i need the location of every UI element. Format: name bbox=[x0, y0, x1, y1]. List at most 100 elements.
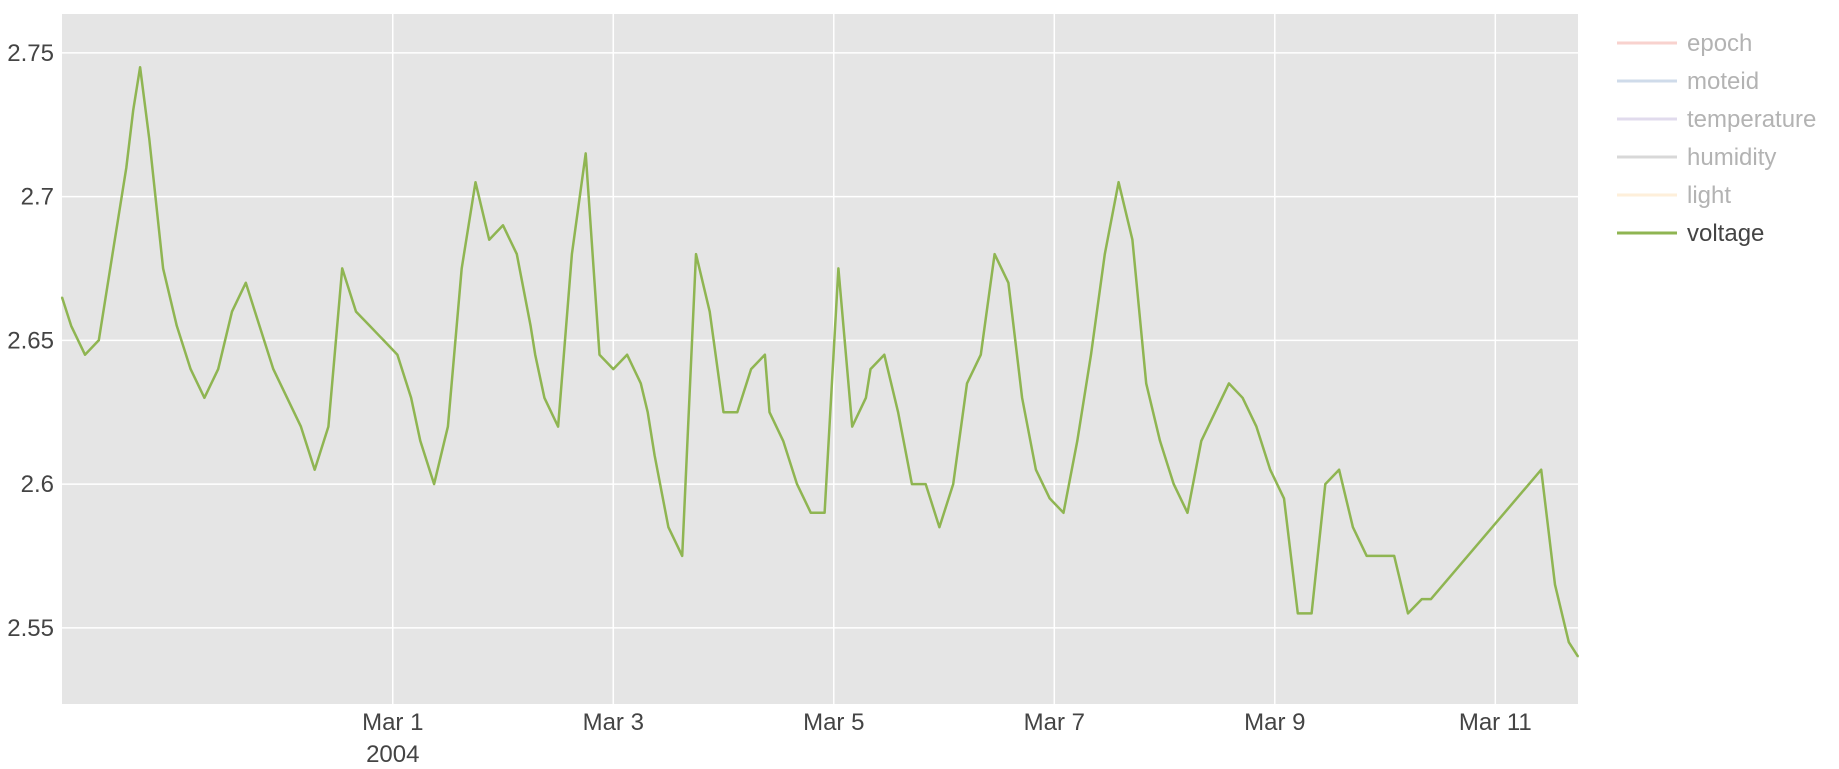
legend-label: light bbox=[1687, 182, 1731, 209]
series-point bbox=[148, 138, 151, 140]
series-point bbox=[722, 411, 725, 413]
series-point bbox=[516, 253, 518, 255]
series-point bbox=[382, 339, 385, 342]
series-point bbox=[883, 353, 886, 356]
y-tick-label: 2.75 bbox=[7, 40, 54, 67]
series-point bbox=[313, 468, 316, 471]
legend-item-light[interactable]: light bbox=[1617, 182, 1731, 209]
series-point bbox=[810, 512, 812, 514]
series-point bbox=[217, 368, 219, 370]
series-point bbox=[176, 325, 178, 327]
series-point bbox=[851, 425, 853, 428]
series-point bbox=[543, 397, 546, 399]
series-point bbox=[653, 454, 656, 457]
series-point bbox=[189, 368, 192, 370]
legend-item-epoch[interactable]: epoch bbox=[1617, 30, 1752, 57]
legend-item-moteid[interactable]: moteid bbox=[1617, 68, 1759, 95]
series-point bbox=[1255, 425, 1258, 428]
series-point bbox=[433, 483, 435, 485]
series-layer bbox=[60, 65, 1580, 658]
y-tick-label: 2.7 bbox=[21, 184, 54, 211]
series-point bbox=[1324, 483, 1327, 485]
series-point bbox=[447, 425, 449, 428]
series-point bbox=[111, 253, 114, 255]
series-point bbox=[203, 397, 206, 399]
series-point bbox=[1214, 411, 1216, 413]
legend-item-temperature[interactable]: temperature bbox=[1617, 106, 1816, 133]
grid-lines bbox=[62, 14, 1578, 704]
series-point bbox=[132, 109, 135, 112]
series-point bbox=[924, 483, 927, 485]
series-point bbox=[1577, 655, 1579, 658]
series-point bbox=[1421, 598, 1423, 600]
x-tick-label: Mar 11 bbox=[1459, 709, 1532, 736]
series-point bbox=[125, 167, 128, 169]
legend-item-voltage[interactable]: voltage bbox=[1617, 220, 1764, 247]
series-point bbox=[1076, 440, 1079, 442]
x-tick-label: Mar 7 bbox=[1024, 709, 1085, 736]
legend-label: humidity bbox=[1687, 144, 1776, 171]
series-point bbox=[502, 224, 504, 227]
series-point bbox=[1062, 512, 1065, 514]
series-point bbox=[1379, 555, 1382, 557]
series-point bbox=[534, 353, 536, 356]
series-point bbox=[768, 411, 771, 413]
series-point bbox=[1393, 555, 1396, 557]
series-point bbox=[1090, 353, 1092, 356]
series-point bbox=[966, 382, 968, 385]
series-point bbox=[557, 425, 559, 428]
series-point bbox=[61, 296, 63, 298]
series-point bbox=[1145, 382, 1147, 385]
series-point bbox=[796, 483, 798, 485]
series-point bbox=[736, 411, 739, 413]
series-point bbox=[1035, 468, 1037, 471]
series-point bbox=[1172, 483, 1175, 485]
series-point bbox=[1104, 253, 1106, 255]
series-point bbox=[1365, 555, 1368, 557]
series-point bbox=[823, 512, 826, 514]
series-point bbox=[764, 353, 766, 356]
series-point bbox=[70, 325, 72, 327]
series-point bbox=[837, 267, 840, 270]
series-point bbox=[1310, 612, 1313, 615]
series-point bbox=[952, 483, 955, 485]
series-point bbox=[272, 368, 275, 370]
x-tick-label: Mar 5 bbox=[803, 709, 864, 736]
series-point bbox=[911, 483, 913, 485]
series-point bbox=[1048, 497, 1051, 500]
legend-label: moteid bbox=[1687, 68, 1759, 95]
series-point bbox=[993, 253, 996, 255]
series-point bbox=[231, 310, 233, 313]
series-point bbox=[341, 267, 344, 270]
series-point bbox=[474, 181, 477, 183]
series-point bbox=[1338, 468, 1340, 471]
series-point bbox=[584, 152, 587, 155]
x-tick-label: Mar 3 bbox=[583, 709, 644, 736]
series-point bbox=[1540, 468, 1543, 471]
legend[interactable]: epoch moteid temperature humidity light volta… bbox=[1617, 30, 1816, 247]
series-point bbox=[865, 397, 867, 399]
y-tick-label: 2.6 bbox=[21, 471, 54, 498]
legend-label: temperature bbox=[1687, 106, 1816, 133]
series-point bbox=[695, 253, 697, 255]
series-point bbox=[419, 440, 422, 442]
legend-item-humidity[interactable]: humidity bbox=[1617, 144, 1776, 171]
series-point bbox=[1159, 440, 1161, 442]
series-point bbox=[1228, 382, 1230, 385]
series-point bbox=[1117, 181, 1120, 183]
series-point bbox=[869, 368, 872, 370]
series-point bbox=[368, 325, 371, 327]
series-point bbox=[1131, 238, 1134, 241]
series-point bbox=[1186, 512, 1189, 514]
series-point bbox=[488, 238, 491, 241]
series-point bbox=[782, 440, 785, 442]
series-point bbox=[410, 397, 412, 399]
series-point bbox=[681, 555, 683, 557]
series-point bbox=[1021, 397, 1023, 399]
series-point bbox=[750, 368, 752, 370]
y-tick-label: 2.55 bbox=[7, 615, 54, 642]
series-point bbox=[1407, 612, 1409, 615]
series-point bbox=[1269, 468, 1272, 471]
series-point bbox=[667, 526, 670, 528]
